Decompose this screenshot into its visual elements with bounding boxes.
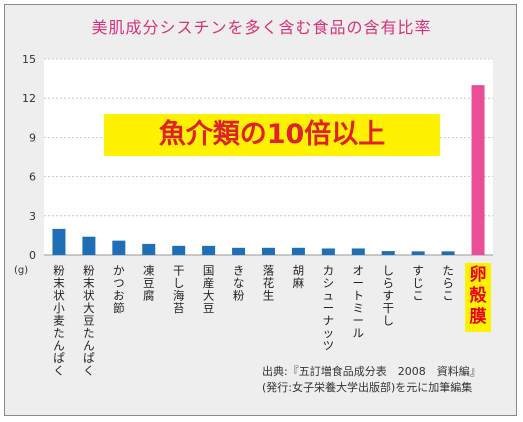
y-tick-label: 6	[29, 171, 36, 184]
bar	[351, 248, 365, 255]
x-tick-label: 干し海苔	[173, 264, 185, 316]
source-line-2: (発行:女子栄養大学出版部)を元に加筆編集	[262, 381, 473, 394]
y-tick-label: 15	[22, 53, 36, 66]
chart-title: 美肌成分シスチンを多く含む食品の含有比率	[91, 18, 432, 37]
bar	[441, 251, 455, 255]
plot-area	[44, 59, 493, 255]
source-note: 出典:『五訂増食品成分表 2008 資料編』 (発行:女子栄養大学出版部)を元に…	[262, 364, 481, 396]
bar	[262, 247, 275, 255]
bar	[142, 243, 156, 255]
highlight-label-bg	[465, 263, 492, 332]
y-tick-label: 3	[29, 210, 36, 223]
y-tick-label: 9	[29, 131, 36, 144]
x-tick-label-highlight: 卵殻膜	[470, 264, 488, 327]
x-tick-label: しらす干し	[382, 264, 394, 328]
x-tick-label: かつお節	[113, 264, 125, 316]
bar	[112, 240, 126, 255]
bar	[321, 248, 335, 255]
bar	[381, 251, 395, 255]
callout-banner: 魚介類の10倍以上	[104, 114, 440, 156]
y-tick-label: 0	[29, 249, 36, 262]
bar	[411, 251, 425, 255]
x-tick-label: カシューナッツ	[323, 264, 335, 353]
bar	[202, 245, 216, 255]
x-tick-label: すじこ	[412, 264, 424, 303]
x-tick-label: 胡麻	[293, 264, 305, 291]
x-tick-label: 落花生	[263, 264, 275, 303]
x-tick-label: 国産大豆	[203, 264, 215, 316]
x-tick-label: きな粉	[233, 264, 245, 303]
x-tick-label: 粉末状小麦たんぱく	[53, 264, 65, 378]
x-tick-label: たらこ	[442, 264, 454, 303]
bar	[52, 228, 66, 255]
source-line-1: 出典:『五訂増食品成分表 2008 資料編』	[262, 365, 481, 378]
y-axis-unit-label: (g)	[14, 265, 28, 276]
y-tick-label: 12	[22, 92, 36, 105]
bar	[291, 247, 305, 255]
bar	[82, 236, 96, 255]
x-tick-label: 凍豆腐	[143, 264, 155, 303]
bar-highlight	[471, 85, 485, 255]
bar	[232, 247, 246, 255]
x-tick-label: オートミール	[353, 264, 365, 341]
x-tick-label: 粉末状大豆たんぱく	[83, 264, 95, 378]
bar	[172, 245, 186, 255]
